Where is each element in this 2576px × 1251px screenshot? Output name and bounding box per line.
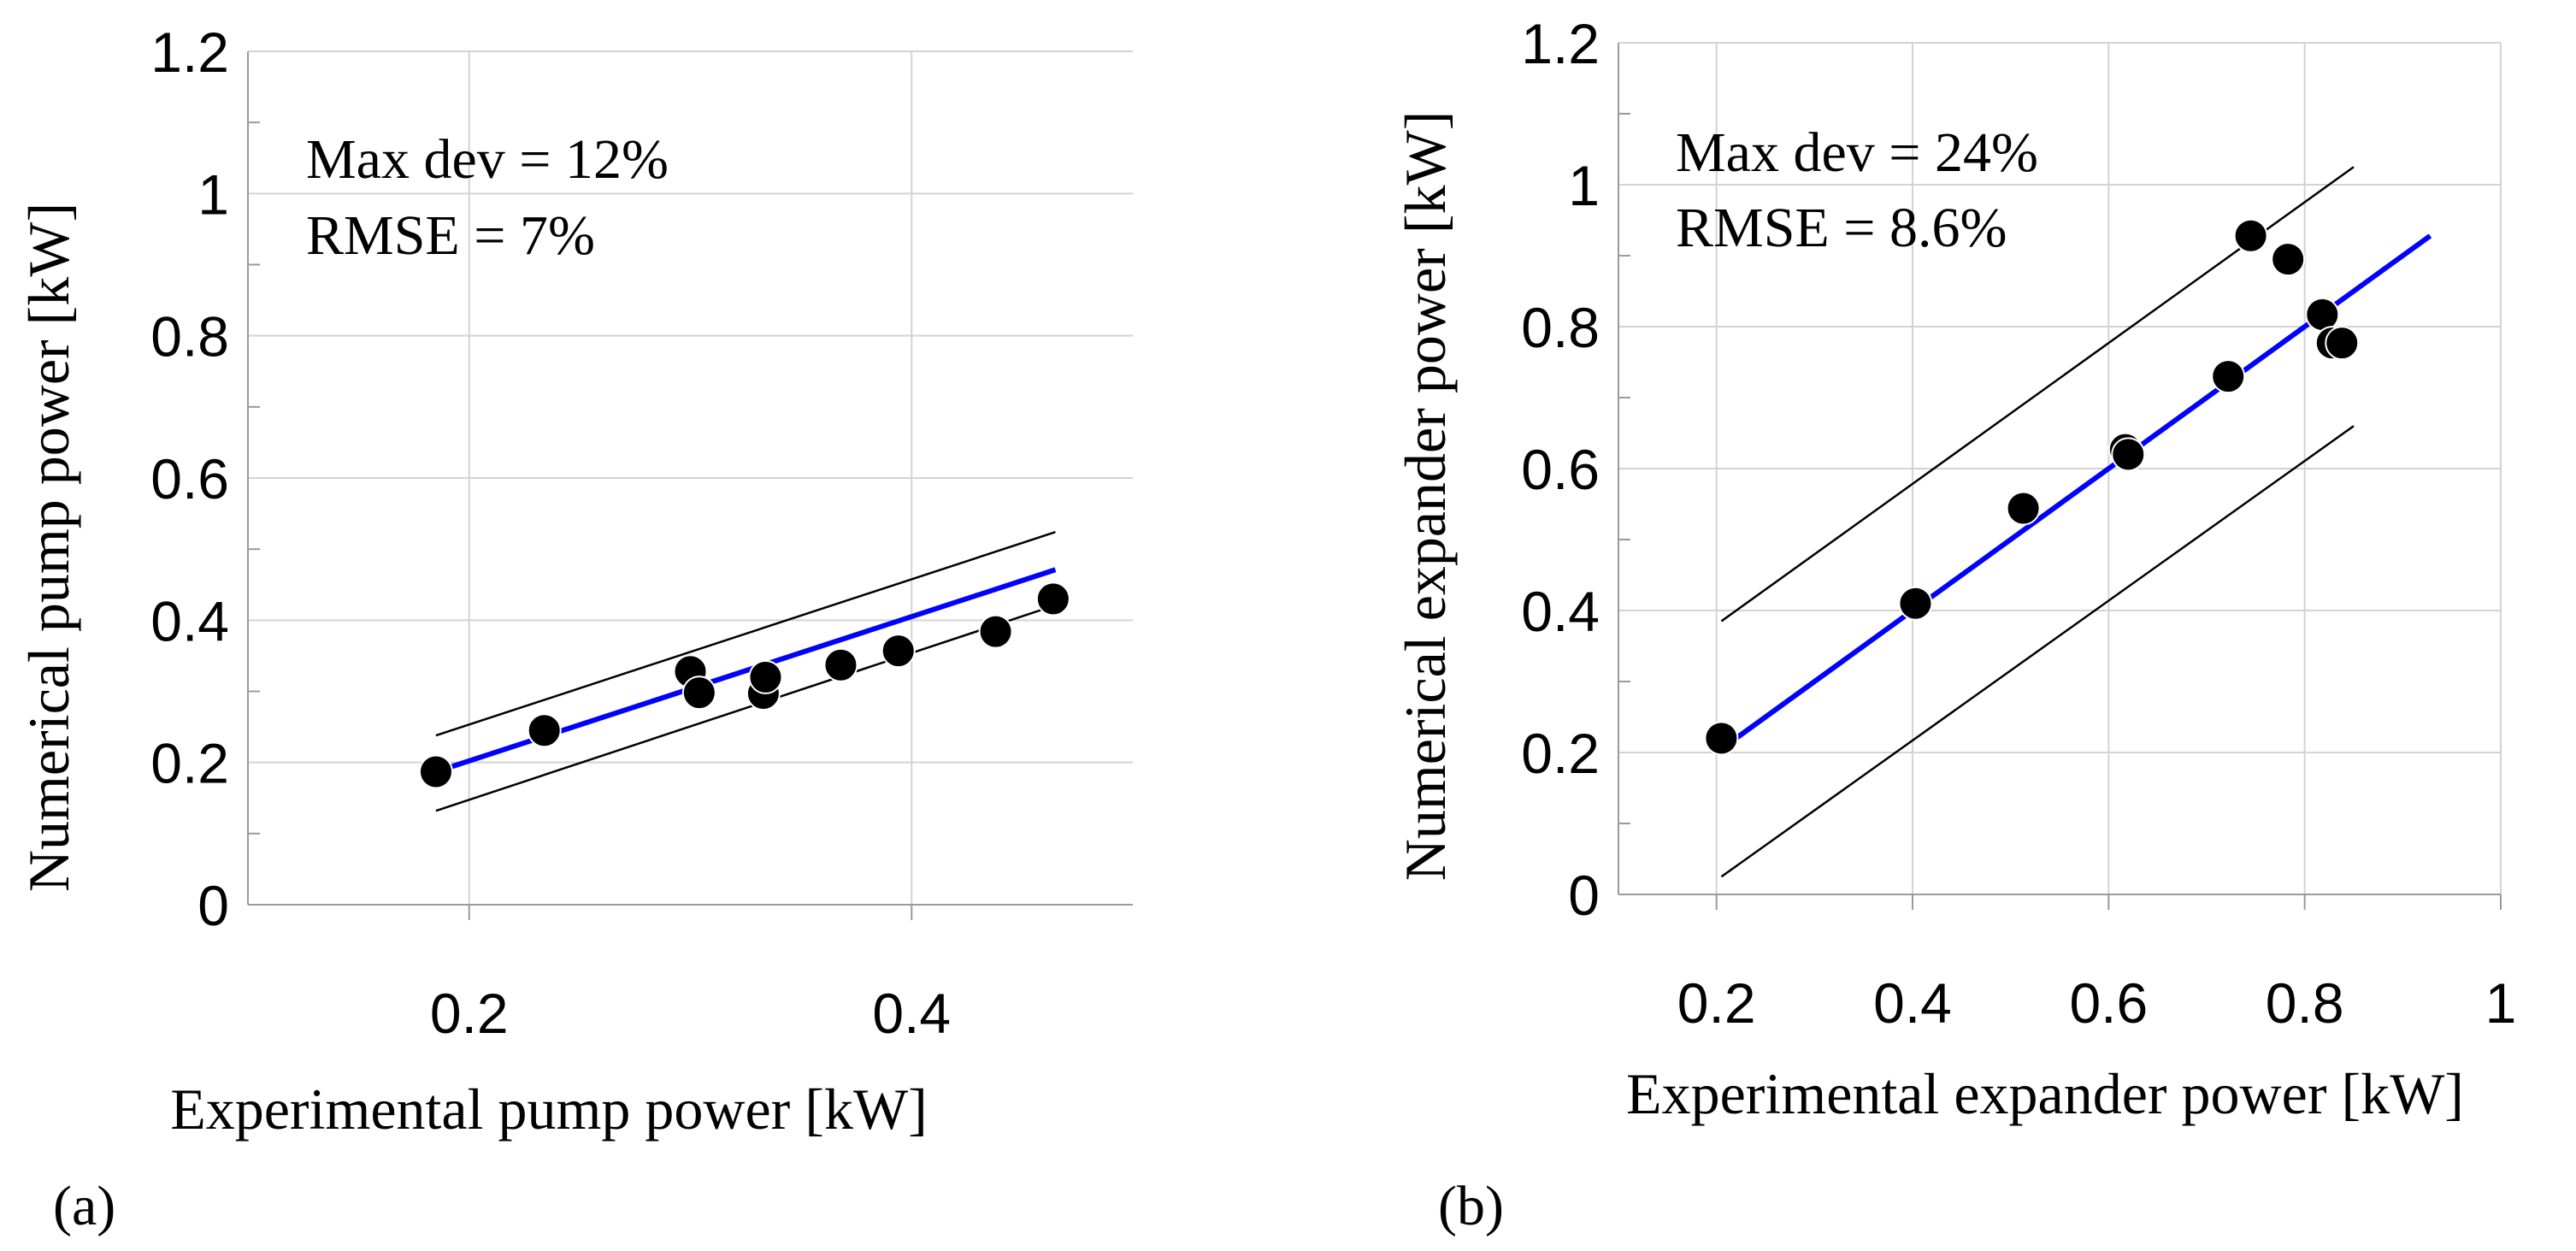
data-point-a	[978, 614, 1013, 649]
data-point-b	[2233, 218, 2268, 253]
y-tick-label-b: 0.2	[1521, 722, 1600, 785]
data-point-b	[2006, 491, 2041, 526]
line-layer-a	[435, 531, 1057, 812]
lower-bound-line-a	[435, 604, 1056, 812]
axis-layer-b	[1618, 43, 2502, 910]
data-point-a	[1035, 581, 1070, 617]
data-point-b	[1898, 586, 1933, 621]
line-layer-b	[1719, 166, 2432, 878]
x-axis-title-a: Experimental pump power [kW]	[170, 1077, 928, 1142]
data-point-a	[748, 659, 783, 694]
data-point-a	[881, 634, 916, 669]
annotation-rmse-a: RMSE = 7%	[306, 204, 595, 267]
y-tick-label-a: 1.2	[150, 21, 229, 84]
y-tick-label-a: 0.2	[150, 732, 229, 795]
x-axis-title-b: Experimental expander power [kW]	[1626, 1061, 2464, 1126]
annotation-max-dev-a: Max dev = 12%	[306, 128, 669, 191]
data-point-a	[823, 647, 858, 682]
y-tick-label-a: 0.4	[150, 589, 229, 652]
y-tick-label-b: 0.8	[1521, 296, 1600, 359]
chart-panel-b: 0 0.2 0.4 0.6 0.8 1 1.2 0.2 0.4 0.6 0.8 1 Max dev =…	[1393, 12, 2516, 1237]
panel-label-b: (b)	[1438, 1175, 1504, 1237]
data-point-b	[2111, 437, 2146, 472]
data-point-a	[527, 713, 562, 748]
axis-layer-a	[247, 51, 1133, 920]
grid-layer-a	[248, 50, 1133, 905]
point-layer-b	[1704, 218, 2360, 756]
data-point-a	[681, 676, 716, 711]
x-tick-label-b: 0.8	[2266, 971, 2344, 1035]
x-tick-label-b: 0.2	[1677, 971, 1756, 1035]
label-layer-b: 0 0.2 0.4 0.6 0.8 1 1.2 0.2 0.4 0.6 0.8 1	[1521, 12, 2516, 1035]
data-point-b	[1704, 721, 1739, 756]
x-tick-label-b: 0.6	[2069, 971, 2148, 1035]
data-point-b	[2271, 242, 2306, 277]
lower-bound-line-b	[1720, 425, 2355, 878]
point-layer-a	[418, 581, 1070, 789]
x-tick-label-a: 0.4	[872, 982, 951, 1045]
x-tick-label-b: 0.4	[1873, 971, 1952, 1035]
data-point-b	[2211, 359, 2246, 394]
y-tick-label-a: 0.6	[150, 447, 229, 510]
y-tick-label-b: 1	[1568, 154, 1600, 217]
annotation-rmse-b: RMSE = 8.6%	[1676, 197, 2007, 259]
upper-bound-line-a	[435, 531, 1056, 737]
y-tick-label-b: 1.2	[1521, 12, 1600, 75]
data-point-b	[2325, 326, 2360, 361]
label-layer-a: 0 0.2 0.4 0.6 0.8 1 1.2 0.2 0.4	[150, 21, 951, 1045]
y-axis-title-b: Numerical expander power [kW]	[1393, 111, 1458, 882]
y-tick-label-a: 0	[197, 874, 229, 937]
x-tick-label-a: 0.2	[430, 982, 509, 1045]
panel-label-a: (a)	[53, 1175, 115, 1237]
y-tick-label-b: 0.6	[1521, 438, 1600, 501]
y-axis-title-a: Numerical pump power [kW]	[16, 203, 81, 892]
data-point-a	[418, 754, 453, 789]
x-tick-label-b: 1	[2485, 971, 2517, 1035]
y-tick-label-a: 1	[197, 162, 229, 226]
y-tick-label-a: 0.8	[150, 305, 229, 369]
chart-panel-a: 0 0.2 0.4 0.6 0.8 1 1.2 0.2 0.4 Max dev = 12% RM…	[16, 21, 1133, 1237]
fit-line-a	[435, 567, 1057, 775]
y-tick-label-b: 0.4	[1521, 580, 1600, 643]
y-tick-label-b: 0	[1568, 864, 1600, 927]
annotation-max-dev-b: Max dev = 24%	[1676, 121, 2038, 184]
